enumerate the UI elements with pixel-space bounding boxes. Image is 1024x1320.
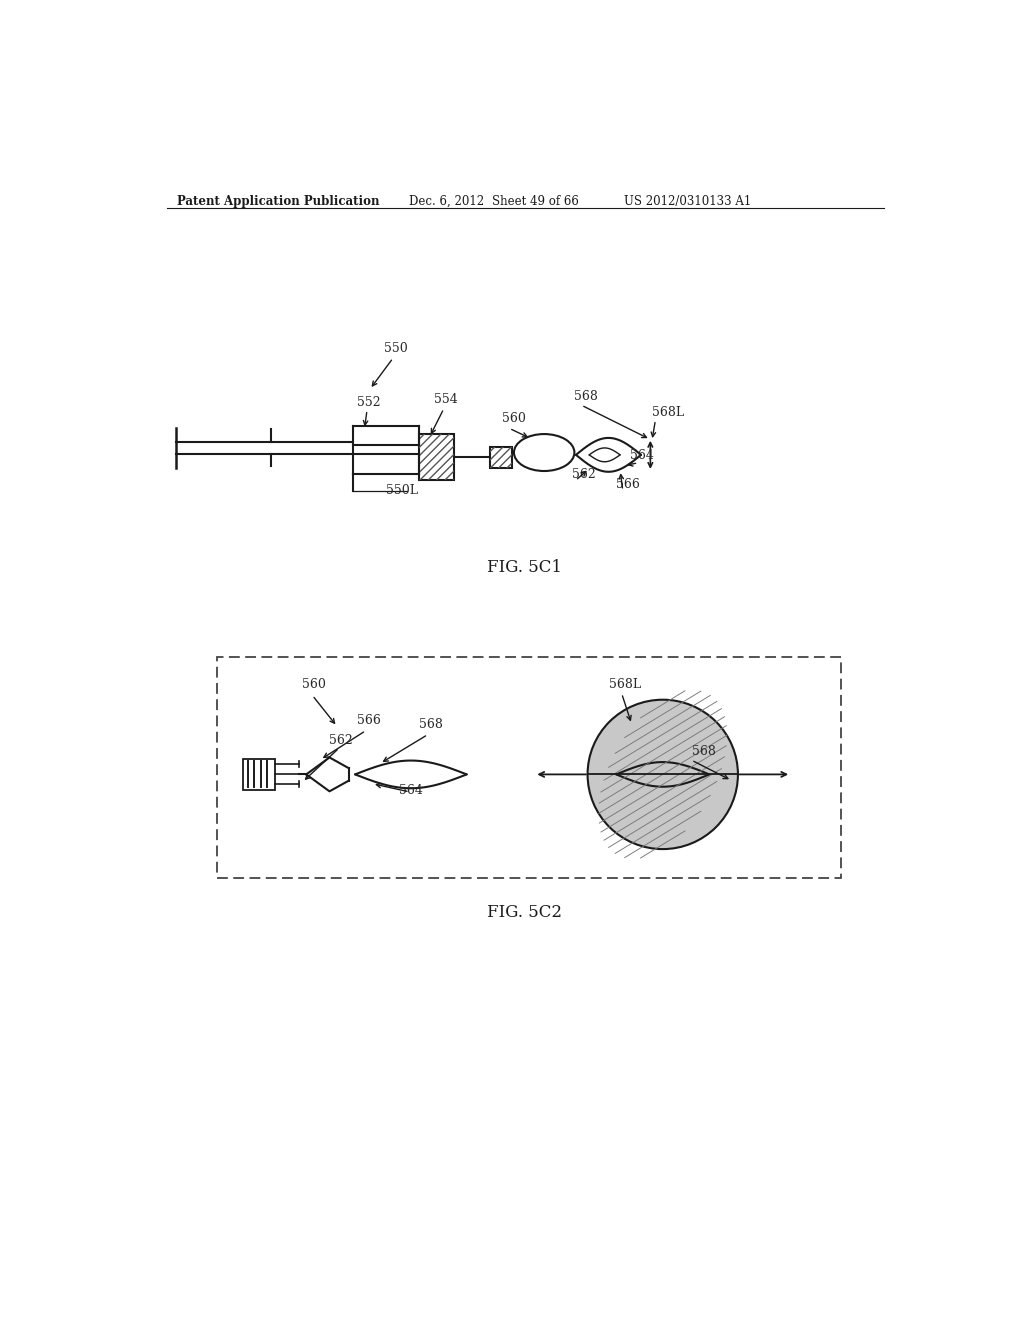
Circle shape (588, 700, 738, 849)
Text: 550: 550 (384, 342, 408, 355)
Text: FIG. 5C1: FIG. 5C1 (487, 558, 562, 576)
Text: FIG. 5C2: FIG. 5C2 (487, 904, 562, 921)
Text: 562: 562 (330, 734, 353, 747)
Text: 564: 564 (630, 449, 654, 462)
Bar (489, 447, 512, 469)
Text: 564: 564 (399, 784, 423, 797)
Text: 568L: 568L (608, 678, 641, 692)
Bar (419, 434, 454, 480)
Text: 552: 552 (356, 396, 380, 409)
Ellipse shape (514, 434, 574, 471)
Text: 566: 566 (356, 714, 381, 727)
Text: 562: 562 (572, 469, 596, 480)
Text: Sheet 49 of 66: Sheet 49 of 66 (493, 194, 580, 207)
Bar (419, 434, 454, 480)
Text: Dec. 6, 2012: Dec. 6, 2012 (410, 194, 484, 207)
Text: 568: 568 (692, 746, 716, 758)
Text: 560: 560 (503, 412, 526, 425)
Text: 568: 568 (419, 718, 442, 731)
Text: 566: 566 (616, 478, 640, 491)
Text: 560: 560 (302, 678, 326, 692)
Text: 554: 554 (434, 393, 458, 407)
Text: 568: 568 (573, 391, 597, 403)
Bar (243, 759, 275, 789)
Text: 568L: 568L (652, 405, 684, 418)
Text: 550L: 550L (386, 484, 418, 498)
Text: Patent Application Publication: Patent Application Publication (177, 194, 379, 207)
Bar (489, 447, 512, 469)
Text: US 2012/0310133 A1: US 2012/0310133 A1 (624, 194, 752, 207)
Bar (217, 657, 841, 878)
